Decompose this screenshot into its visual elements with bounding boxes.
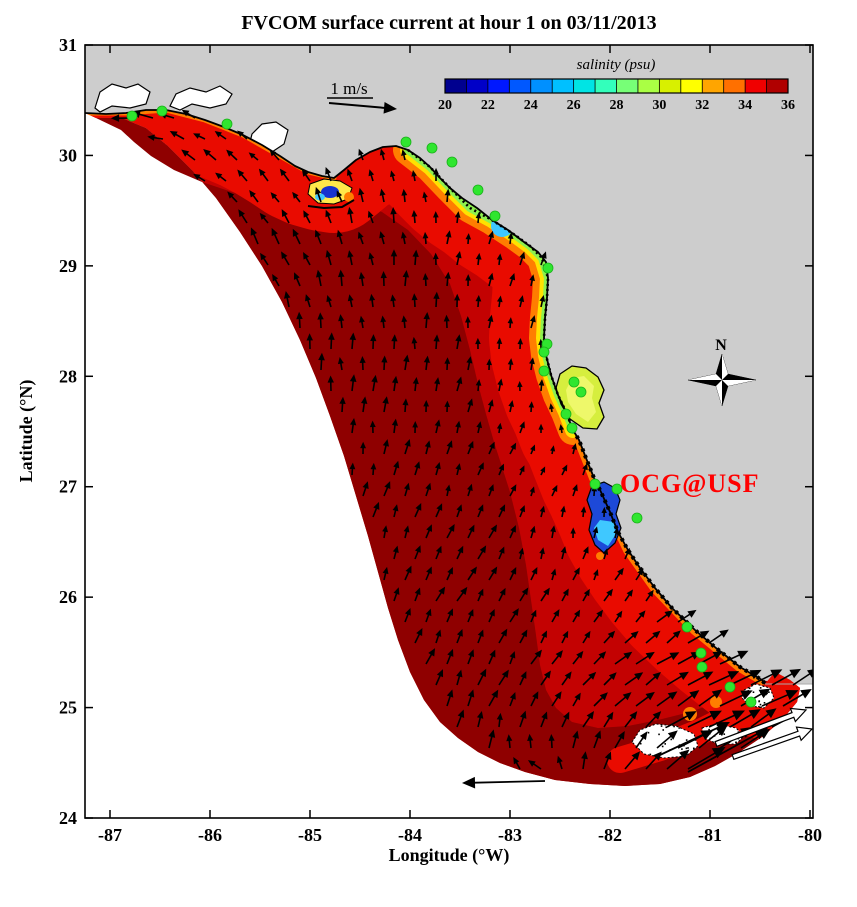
colorbar-tick-label: 32 bbox=[695, 98, 709, 113]
station-dot bbox=[575, 386, 587, 398]
y-tick-label: 30 bbox=[59, 145, 77, 165]
station-dot bbox=[724, 681, 736, 693]
plot-border bbox=[84, 44, 814, 819]
y-tick-label: 31 bbox=[59, 35, 77, 55]
colorbar-tick-label: 36 bbox=[781, 98, 795, 113]
station-dot bbox=[221, 118, 233, 130]
x-tick-label: -81 bbox=[698, 825, 722, 845]
watermark-text: OCG@USF bbox=[620, 469, 760, 498]
colorbar-cell bbox=[659, 79, 681, 93]
station-dot bbox=[489, 210, 501, 222]
y-tick-label: 25 bbox=[59, 698, 77, 718]
colorbar-cell bbox=[680, 79, 703, 93]
strong-current-outline-arrow bbox=[731, 726, 813, 761]
station-dot bbox=[426, 142, 438, 154]
x-tick-label: -86 bbox=[198, 825, 222, 845]
colorbar-cell bbox=[487, 79, 510, 93]
x-tick-label: -83 bbox=[498, 825, 522, 845]
station-dot bbox=[446, 156, 458, 168]
station-dot bbox=[568, 376, 580, 388]
colorbar-cell bbox=[466, 79, 488, 93]
colorbar-cell bbox=[509, 79, 531, 93]
colorbar-cell bbox=[530, 79, 553, 93]
station-dot bbox=[681, 621, 693, 633]
y-tick-label: 28 bbox=[59, 366, 77, 386]
station-dot bbox=[745, 696, 757, 708]
colorbar-cell bbox=[723, 79, 746, 93]
x-tick-label: -84 bbox=[398, 825, 422, 845]
colorbar-tick-label: 28 bbox=[610, 98, 624, 113]
station-dot bbox=[542, 262, 554, 274]
scale-arrow bbox=[327, 97, 397, 114]
coastal-bay bbox=[169, 85, 233, 111]
station-markers bbox=[126, 105, 757, 708]
x-tick-label: -87 bbox=[98, 825, 122, 845]
colorbar-tick-label: 24 bbox=[524, 98, 538, 113]
station-dot bbox=[566, 422, 578, 434]
station-dot bbox=[156, 105, 168, 117]
station-dot bbox=[560, 408, 572, 420]
coastal-bay bbox=[94, 83, 151, 113]
x-tick-label: -85 bbox=[298, 825, 322, 845]
compass-north-label: N bbox=[715, 337, 727, 354]
marsh-coast bbox=[407, 148, 575, 431]
strong-current-outline-arrow bbox=[714, 707, 808, 748]
colorbar-cell bbox=[616, 79, 638, 93]
colorbar-cell bbox=[637, 79, 660, 93]
station-dot bbox=[631, 512, 643, 524]
figure-title: FVCOM surface current at hour 1 on 03/11… bbox=[241, 12, 656, 34]
colorbar-cell bbox=[745, 79, 767, 93]
colorbar-tick-label: 26 bbox=[567, 98, 581, 113]
x-tick-label: -82 bbox=[598, 825, 622, 845]
y-tick-label: 26 bbox=[59, 587, 77, 607]
station-dot bbox=[696, 661, 708, 673]
station-dot bbox=[538, 365, 550, 377]
y-axis-label: Latitude (°N) bbox=[16, 380, 37, 483]
station-dot bbox=[400, 136, 412, 148]
x-tick-label: -80 bbox=[798, 825, 822, 845]
land-mass bbox=[85, 45, 813, 684]
station-dot bbox=[695, 647, 707, 659]
y-tick-label: 24 bbox=[59, 808, 77, 828]
y-tick-label: 29 bbox=[59, 256, 77, 276]
current-vectors bbox=[110, 109, 813, 789]
colorbar-title: salinity (psu) bbox=[577, 57, 656, 73]
station-dot bbox=[611, 483, 623, 495]
station-dot bbox=[126, 110, 138, 122]
colorbar-cell bbox=[766, 79, 788, 93]
x-axis-label: Longitude (°W) bbox=[389, 845, 510, 866]
colorbar-cell bbox=[702, 79, 724, 93]
colorbar-tick-label: 30 bbox=[652, 98, 666, 113]
y-tick-label: 27 bbox=[59, 477, 77, 497]
colorbar-cell bbox=[573, 79, 596, 93]
colorbar-tick-label: 34 bbox=[738, 98, 752, 113]
map-layer bbox=[85, 45, 813, 789]
compass-rose bbox=[687, 353, 757, 407]
colorbar-cell bbox=[445, 79, 467, 93]
colorbar: 20 22 24 26 28 30 32 34 36 bbox=[438, 78, 795, 113]
scale-arrow-label: 1 m/s bbox=[330, 79, 367, 98]
station-dot bbox=[472, 184, 484, 196]
colorbar-cell bbox=[552, 79, 574, 93]
axes-layer: -87 -86 -85 -84 -83 -82 -81 -80 24 25 26 27 28 29 30 31 bbox=[59, 35, 822, 845]
colorbar-tick-label: 22 bbox=[481, 98, 495, 113]
station-dot bbox=[538, 346, 550, 358]
colorbar-tick-label: 20 bbox=[438, 98, 452, 113]
colorbar-cell bbox=[595, 79, 617, 93]
station-dot bbox=[589, 478, 601, 490]
